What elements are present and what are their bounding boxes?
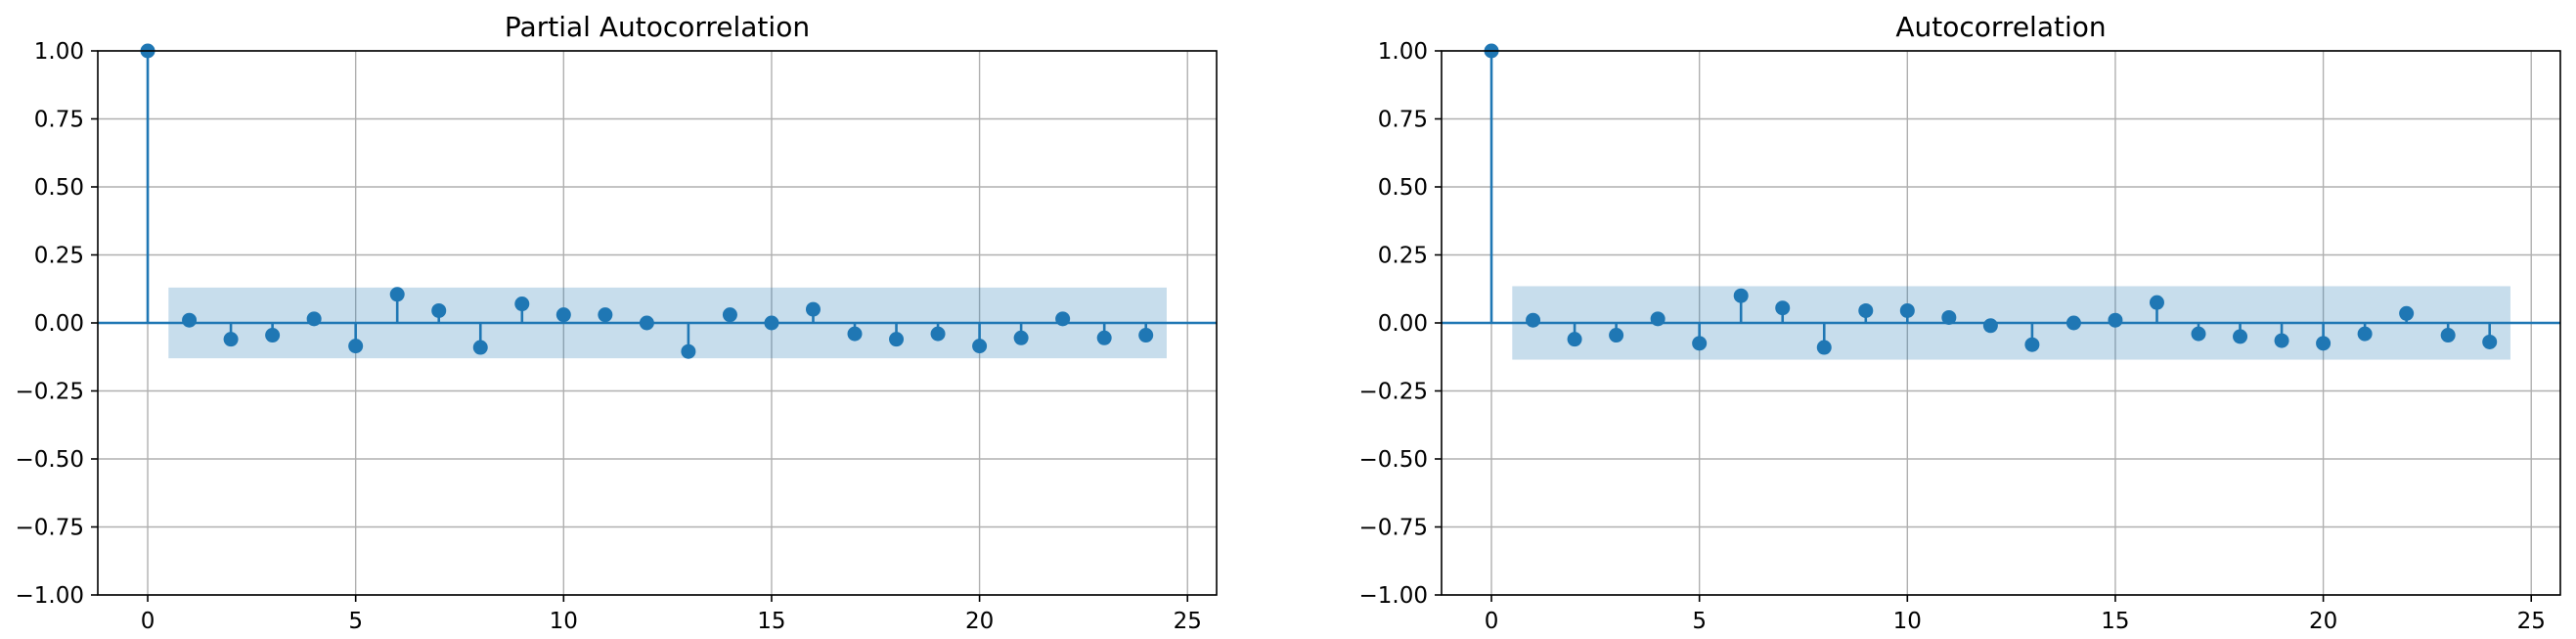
stem-marker (2440, 328, 2456, 343)
stem-marker (1982, 318, 1998, 334)
stem-marker (1858, 302, 1874, 318)
stem-marker (1096, 330, 1112, 345)
stem-marker (1138, 328, 1154, 343)
y-tick-label: 0.25 (1378, 244, 1428, 269)
stem-marker (306, 311, 322, 327)
x-tick-label: 20 (2309, 609, 2337, 634)
chart-title: Autocorrelation (1895, 11, 2106, 43)
y-tick-label: −0.50 (1359, 447, 1428, 473)
y-tick-label: 1.00 (1378, 39, 1428, 65)
stem-marker (265, 328, 281, 343)
x-tick-label: 0 (141, 609, 155, 634)
y-tick-label: −0.25 (16, 380, 84, 405)
chart-title: Partial Autocorrelation (505, 11, 810, 43)
x-tick-label: 20 (965, 609, 994, 634)
stem-marker (2357, 326, 2373, 342)
stem-marker (972, 339, 988, 354)
y-tick-label: 0.50 (34, 175, 84, 201)
stem-marker (681, 343, 696, 359)
stem-marker (2149, 295, 2164, 310)
stem-marker (847, 326, 863, 342)
stem-marker (1816, 340, 1832, 355)
stem-marker (2316, 336, 2332, 351)
stem-marker (1733, 288, 1749, 303)
x-tick-label: 15 (757, 609, 785, 634)
x-tick-label: 15 (2101, 609, 2129, 634)
x-tick-label: 10 (1893, 609, 1922, 634)
stem-marker (472, 340, 488, 355)
y-tick-label: 1.00 (34, 39, 84, 65)
stem-marker (2024, 337, 2040, 352)
y-tick-label: −0.75 (1359, 516, 1428, 541)
y-tick-label: 0.00 (1378, 311, 1428, 337)
x-tick-label: 0 (1485, 609, 1499, 634)
stem-marker (1941, 309, 1957, 325)
stem-marker (2108, 312, 2123, 328)
stem-marker (2065, 315, 2081, 331)
acf-panel: 0 5 10 15 20 25 −1.00 −0.75 −0.50 −0.25 0.00 0.25 0.… (1359, 11, 2561, 634)
stem-marker (1692, 336, 1708, 351)
y-tick-label: −0.75 (16, 516, 84, 541)
stem-marker (1775, 300, 1791, 316)
stem-marker (930, 326, 946, 342)
pacf-panel: 0 5 10 15 20 25 −1.00 −0.75 −0.50 −0.25 0.00 0.25 0.… (16, 11, 1218, 634)
y-tick-label: 0.50 (1378, 175, 1428, 201)
y-tick-label: −1.00 (16, 583, 84, 609)
stem-marker (514, 297, 530, 312)
stem-marker (2399, 305, 2415, 321)
stem-marker (1567, 332, 1582, 347)
stem-marker (639, 315, 654, 331)
stem-marker (2274, 333, 2289, 348)
stem-marker (805, 301, 821, 317)
stem-marker (2191, 326, 2206, 342)
stem-marker (2233, 329, 2248, 344)
y-tick-label: 0.25 (34, 244, 84, 269)
stem-marker (1609, 328, 1624, 343)
x-tick-label: 25 (2517, 609, 2546, 634)
stem-marker (598, 307, 613, 323)
x-tick-label: 5 (1692, 609, 1707, 634)
stem-marker (348, 339, 364, 354)
stem-marker (555, 307, 571, 323)
y-tick-label: −0.50 (16, 447, 84, 473)
stem-marker (889, 332, 905, 347)
stem-marker (389, 287, 405, 302)
stem-marker (1055, 311, 1071, 327)
y-tick-label: 0.00 (34, 311, 84, 337)
x-tick-label: 5 (348, 609, 363, 634)
y-tick-label: −0.25 (1359, 380, 1428, 405)
y-tick-label: −1.00 (1359, 583, 1428, 609)
stem-marker (1899, 302, 1915, 318)
stem-marker (1526, 312, 1541, 328)
stem-marker (182, 312, 198, 328)
y-tick-label: 0.75 (1378, 108, 1428, 133)
stem-marker (722, 307, 737, 323)
stem-marker (1650, 311, 1666, 327)
stem-marker (2482, 334, 2498, 349)
y-tick-label: 0.75 (34, 108, 84, 133)
x-tick-label: 10 (550, 609, 578, 634)
stem-marker (223, 332, 239, 347)
stem-marker (431, 302, 447, 318)
stem-marker (1013, 330, 1029, 345)
stem-marker (764, 315, 779, 331)
x-tick-label: 25 (1174, 609, 1202, 634)
